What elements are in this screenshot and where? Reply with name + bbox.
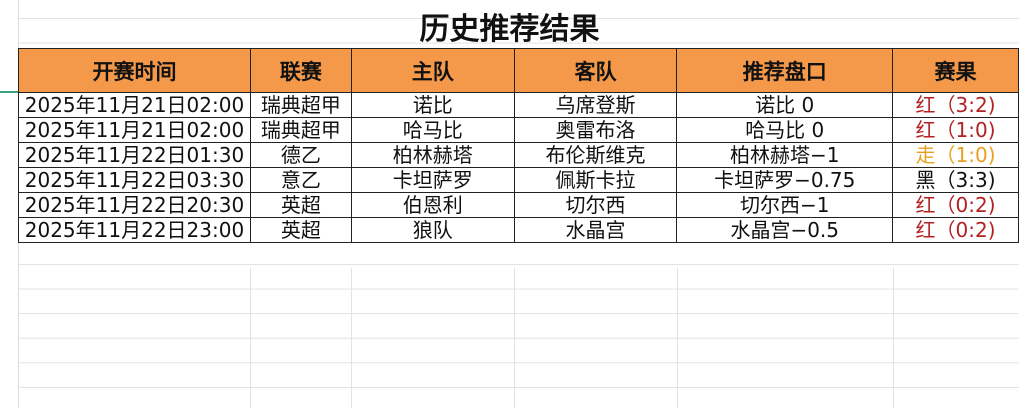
cell-league[interactable]: 意乙	[249, 167, 352, 193]
cell-pick[interactable]: 切尔西−1	[676, 192, 894, 218]
sheet-title: 历史推荐结果	[419, 12, 600, 47]
gridline	[893, 268, 894, 408]
cell-time[interactable]: 2025年11月22日20:30	[18, 192, 251, 218]
header-pick[interactable]: 推荐盘口	[676, 48, 894, 93]
cell-result[interactable]: 红（3:2)	[892, 92, 1019, 118]
cell-pick[interactable]: 卡坦萨罗−0.75	[676, 167, 894, 193]
table-row: 2025年11月22日23:00 英超 狼队 水晶宫 水晶宫−0.5 红（0:2)	[18, 217, 1019, 243]
cell-home[interactable]: 卡坦萨罗	[350, 167, 515, 193]
cell-league[interactable]: 瑞典超甲	[249, 92, 352, 118]
table-row: 2025年11月22日20:30 英超 伯恩利 切尔西 切尔西−1 红（0:2)	[18, 192, 1019, 218]
table-row: 2025年11月22日03:30 意乙 卡坦萨罗 佩斯卡拉 卡坦萨罗−0.75 黑（3:3…	[18, 167, 1019, 193]
row-header-column[interactable]	[0, 0, 19, 408]
header-time[interactable]: 开赛时间	[18, 48, 251, 93]
cell-league[interactable]: 英超	[249, 217, 352, 243]
table-row: 2025年11月21日02:00 瑞典超甲 诺比 乌席登斯 诺比 0 红（3:2)	[18, 92, 1019, 118]
cell-away[interactable]: 乌席登斯	[513, 92, 678, 118]
cell-home[interactable]: 狼队	[350, 217, 515, 243]
results-table: 开赛时间 联赛 主队 客队 推荐盘口 赛果 2025年11月21日02:00 瑞典…	[18, 48, 1019, 243]
cell-league[interactable]: 英超	[249, 192, 352, 218]
gridline	[351, 268, 352, 408]
gridline	[677, 268, 678, 408]
cell-result[interactable]: 红（0:2)	[892, 217, 1019, 243]
cell-pick[interactable]: 哈马比 0	[676, 117, 894, 143]
cell-home[interactable]: 诺比	[350, 92, 515, 118]
selection-indicator	[0, 91, 18, 93]
table-row: 2025年11月22日01:30 德乙 柏林赫塔 布伦斯维克 柏林赫塔−1 走（1:0)	[18, 142, 1019, 168]
gridline	[514, 268, 515, 408]
cell-result[interactable]: 红（1:0)	[892, 117, 1019, 143]
cell-league[interactable]: 瑞典超甲	[249, 117, 352, 143]
cell-time[interactable]: 2025年11月22日23:00	[18, 217, 251, 243]
cell-away[interactable]: 奥雷布洛	[513, 117, 678, 143]
cell-home[interactable]: 哈马比	[350, 117, 515, 143]
cell-away[interactable]: 切尔西	[513, 192, 678, 218]
header-result[interactable]: 赛果	[892, 48, 1019, 93]
cell-away[interactable]: 佩斯卡拉	[513, 167, 678, 193]
cell-away[interactable]: 布伦斯维克	[513, 142, 678, 168]
header-row: 开赛时间 联赛 主队 客队 推荐盘口 赛果	[18, 48, 1019, 93]
header-away[interactable]: 客队	[513, 48, 678, 93]
header-league[interactable]: 联赛	[249, 48, 352, 93]
cell-time[interactable]: 2025年11月22日01:30	[18, 142, 251, 168]
header-home[interactable]: 主队	[350, 48, 515, 93]
cell-pick[interactable]: 水晶宫−0.5	[676, 217, 894, 243]
cell-pick[interactable]: 诺比 0	[676, 92, 894, 118]
table-row: 2025年11月21日02:00 瑞典超甲 哈马比 奥雷布洛 哈马比 0 红（1:0)	[18, 117, 1019, 143]
cell-league[interactable]: 德乙	[249, 142, 352, 168]
gridline	[250, 268, 251, 408]
cell-pick[interactable]: 柏林赫塔−1	[676, 142, 894, 168]
cell-away[interactable]: 水晶宫	[513, 217, 678, 243]
cell-home[interactable]: 柏林赫塔	[350, 142, 515, 168]
cell-result[interactable]: 黑（3:3)	[892, 167, 1019, 193]
cell-result[interactable]: 走（1:0)	[892, 142, 1019, 168]
cell-time[interactable]: 2025年11月21日02:00	[18, 92, 251, 118]
cell-time[interactable]: 2025年11月22日03:30	[18, 167, 251, 193]
cell-home[interactable]: 伯恩利	[350, 192, 515, 218]
cell-result[interactable]: 红（0:2)	[892, 192, 1019, 218]
cell-time[interactable]: 2025年11月21日02:00	[18, 117, 251, 143]
